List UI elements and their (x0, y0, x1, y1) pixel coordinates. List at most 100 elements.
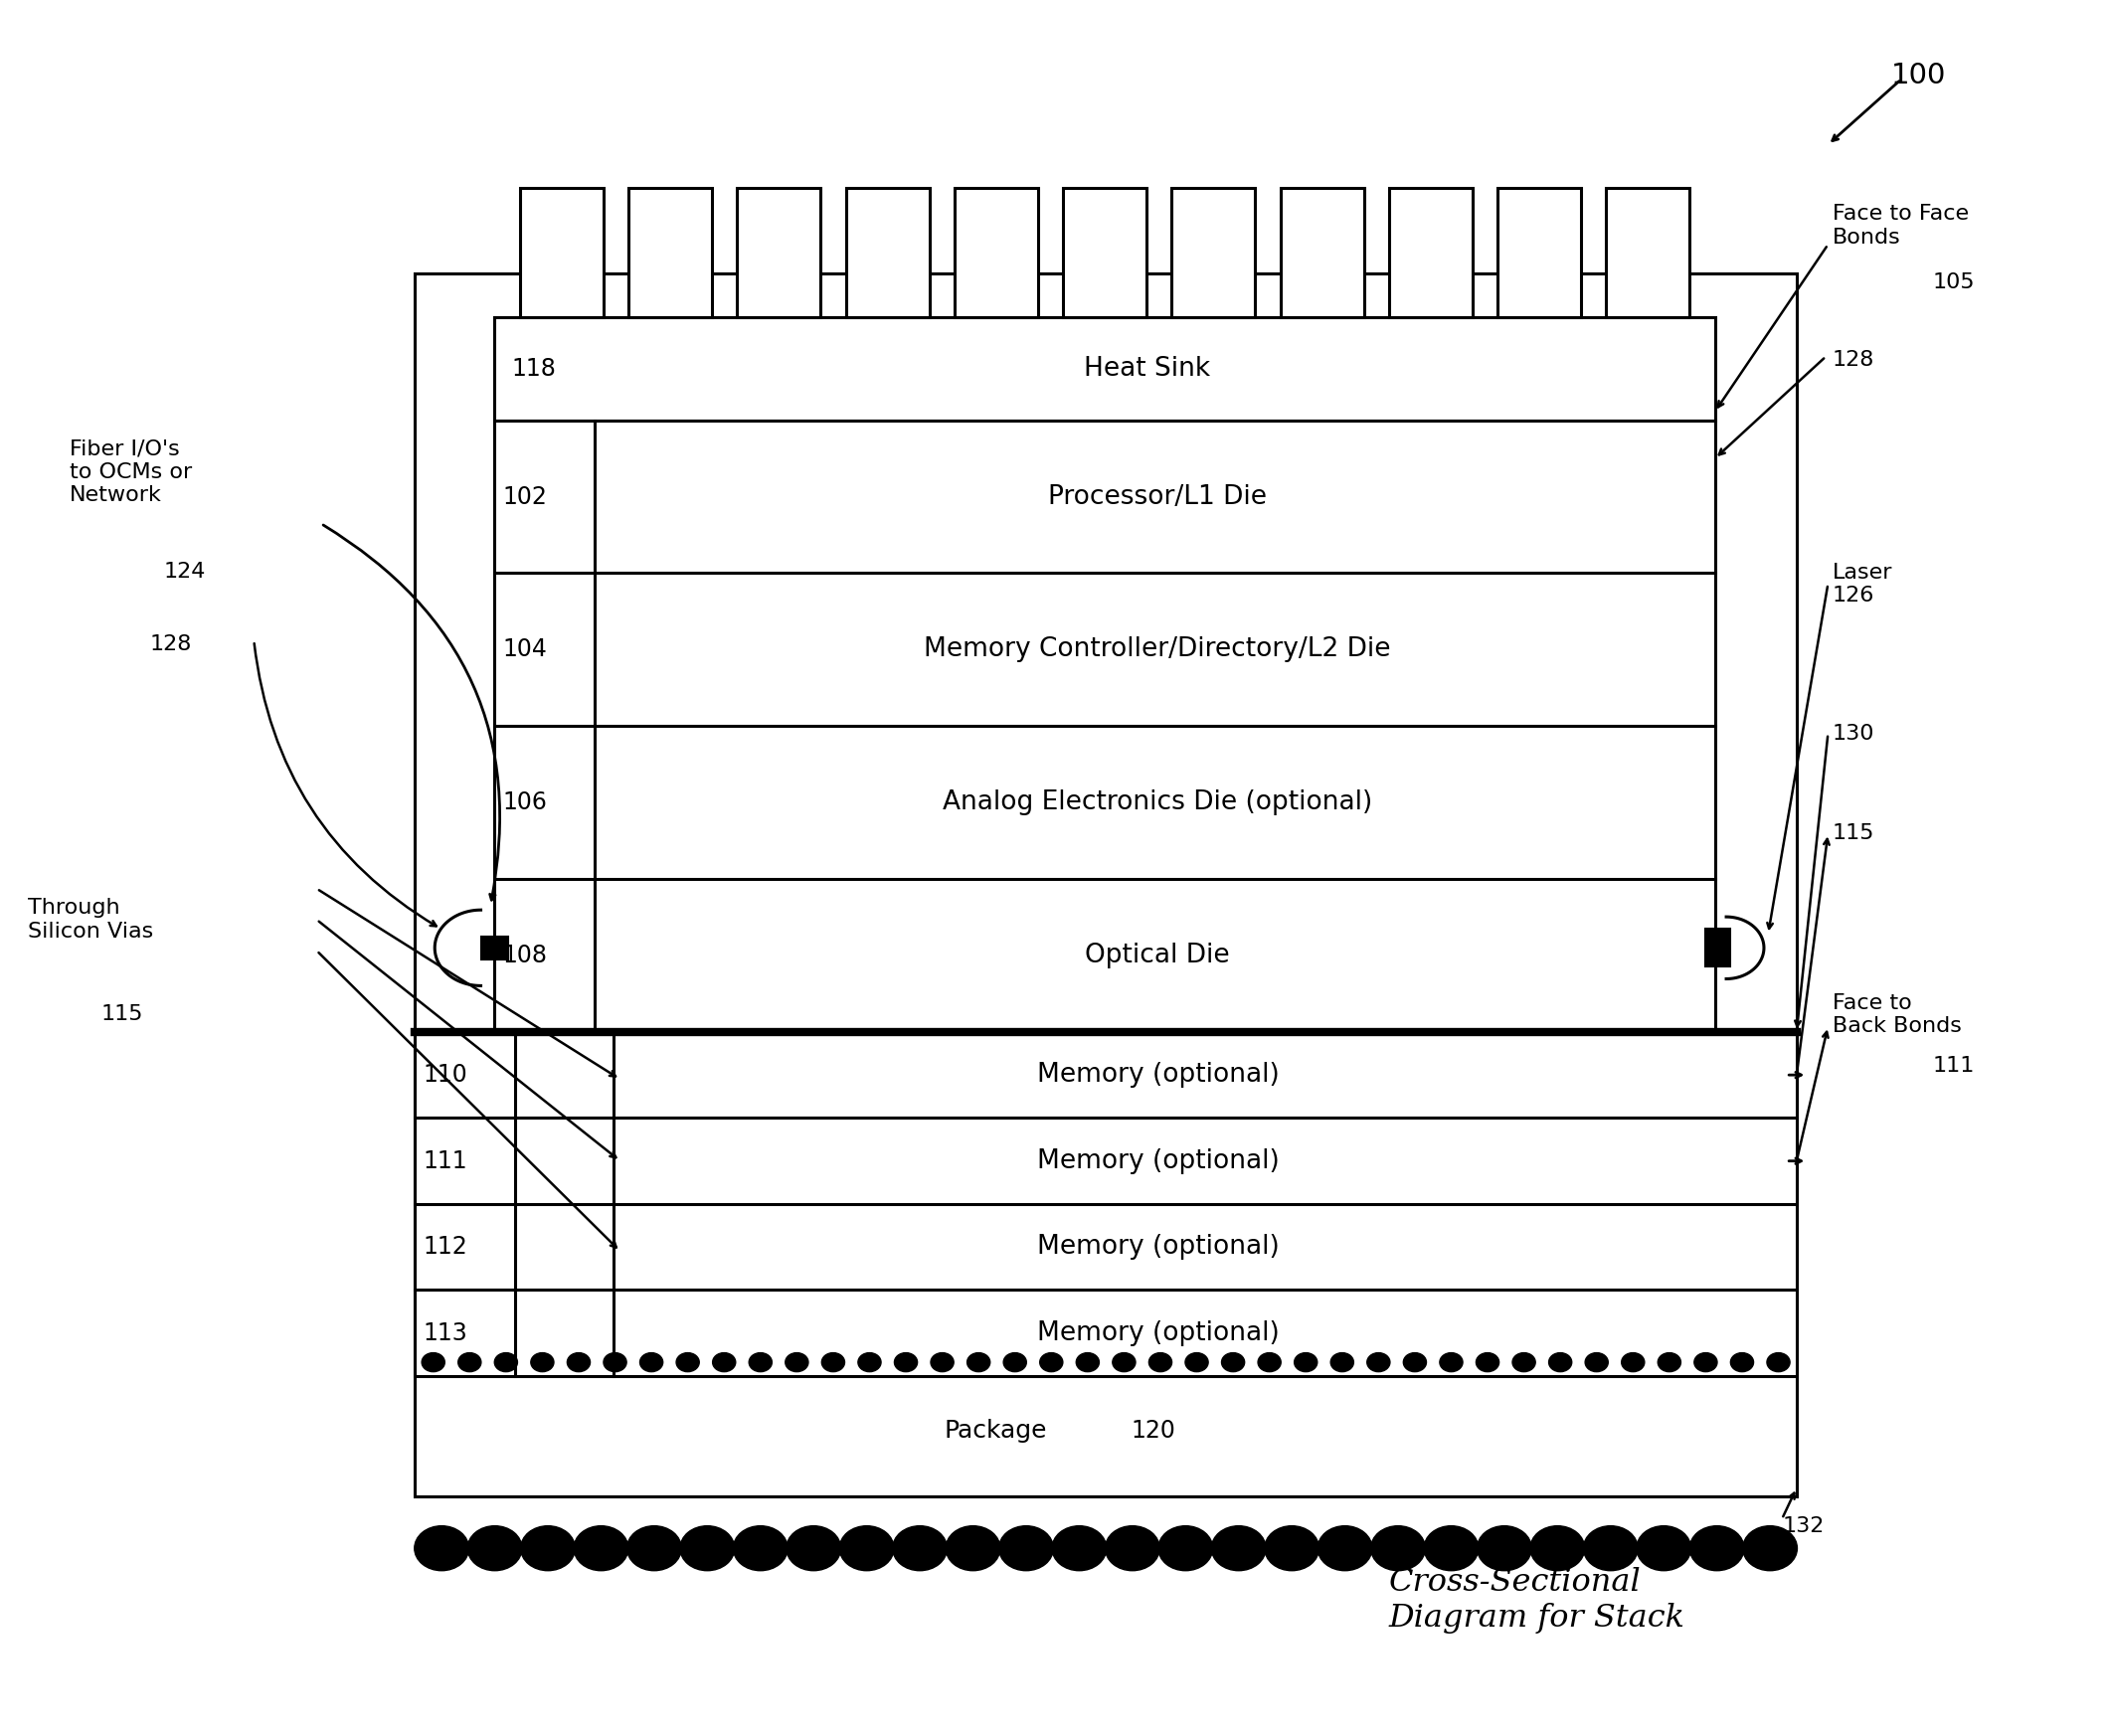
Bar (520, 187, 603, 318)
Circle shape (531, 1352, 554, 1371)
Circle shape (415, 1526, 470, 1571)
Text: 104: 104 (504, 637, 548, 661)
Circle shape (893, 1526, 946, 1571)
Bar (415, 274, 1797, 1496)
Text: Memory (optional): Memory (optional) (1037, 1234, 1279, 1260)
Text: 111: 111 (1932, 1055, 1974, 1076)
Text: Face to Face
Bonds: Face to Face Bonds (1833, 205, 1968, 247)
Text: 115: 115 (101, 1005, 143, 1024)
Circle shape (1513, 1352, 1536, 1371)
Bar (1705, 929, 1730, 967)
Bar (495, 318, 1715, 420)
Circle shape (858, 1352, 881, 1371)
Circle shape (712, 1352, 735, 1371)
Text: 111: 111 (424, 1149, 468, 1174)
Bar (1064, 187, 1146, 318)
Circle shape (931, 1352, 954, 1371)
Circle shape (1694, 1352, 1717, 1371)
Circle shape (893, 1352, 917, 1371)
Circle shape (1222, 1352, 1245, 1371)
Circle shape (495, 1352, 518, 1371)
Circle shape (999, 1526, 1054, 1571)
Circle shape (1582, 1526, 1637, 1571)
Circle shape (1637, 1526, 1692, 1571)
Text: Memory Controller/Directory/L2 Die: Memory Controller/Directory/L2 Die (923, 637, 1391, 663)
Circle shape (468, 1526, 523, 1571)
Text: 110: 110 (424, 1062, 468, 1087)
Circle shape (1367, 1352, 1391, 1371)
Bar (1171, 187, 1256, 318)
Text: 108: 108 (504, 944, 548, 967)
Circle shape (1317, 1526, 1372, 1571)
Text: 113: 113 (424, 1321, 468, 1345)
Circle shape (1332, 1352, 1353, 1371)
Circle shape (786, 1352, 809, 1371)
Bar (954, 187, 1039, 318)
Circle shape (1690, 1526, 1745, 1571)
Circle shape (1530, 1526, 1584, 1571)
Text: 102: 102 (504, 484, 548, 509)
Circle shape (1768, 1352, 1791, 1371)
Text: 115: 115 (1833, 823, 1875, 844)
Bar (628, 187, 712, 318)
Bar (1281, 187, 1363, 318)
Circle shape (1584, 1352, 1608, 1371)
Text: 130: 130 (1833, 724, 1875, 743)
Text: 105: 105 (1932, 273, 1974, 292)
Circle shape (681, 1526, 735, 1571)
Text: Cross-Sectional
Diagram for Stack: Cross-Sectional Diagram for Stack (1389, 1566, 1686, 1634)
Text: Optical Die: Optical Die (1085, 943, 1230, 969)
Text: 100: 100 (1890, 62, 1947, 90)
Circle shape (1264, 1526, 1319, 1571)
Text: Laser
126: Laser 126 (1833, 562, 1892, 606)
Bar (737, 187, 820, 318)
Bar (1606, 187, 1690, 318)
Circle shape (1372, 1526, 1424, 1571)
Circle shape (676, 1352, 700, 1371)
Text: Heat Sink: Heat Sink (1083, 356, 1209, 382)
Text: 124: 124 (164, 562, 206, 582)
Text: 128: 128 (150, 634, 192, 654)
Circle shape (1077, 1352, 1100, 1371)
Text: Memory (optional): Memory (optional) (1037, 1147, 1279, 1174)
Circle shape (967, 1352, 990, 1371)
Circle shape (1159, 1526, 1214, 1571)
Circle shape (1051, 1526, 1106, 1571)
Circle shape (1039, 1352, 1062, 1371)
Circle shape (520, 1526, 575, 1571)
Circle shape (457, 1352, 480, 1371)
Circle shape (567, 1352, 590, 1371)
Circle shape (733, 1526, 788, 1571)
Text: 128: 128 (1833, 351, 1875, 370)
Text: Face to
Back Bonds: Face to Back Bonds (1833, 993, 1962, 1036)
Text: 118: 118 (512, 356, 556, 380)
Text: Memory (optional): Memory (optional) (1037, 1319, 1279, 1345)
Circle shape (839, 1526, 893, 1571)
Circle shape (573, 1526, 628, 1571)
Circle shape (641, 1352, 664, 1371)
Circle shape (1294, 1352, 1317, 1371)
Circle shape (628, 1526, 681, 1571)
Bar (845, 187, 929, 318)
Circle shape (946, 1526, 1001, 1571)
Bar (1389, 187, 1473, 318)
Text: Memory (optional): Memory (optional) (1037, 1062, 1279, 1088)
Circle shape (1477, 1352, 1498, 1371)
Circle shape (1112, 1352, 1136, 1371)
Circle shape (822, 1352, 845, 1371)
Text: Fiber I/O's
to OCMs or
Network: Fiber I/O's to OCMs or Network (70, 439, 192, 505)
Circle shape (1730, 1352, 1753, 1371)
Bar (495, 420, 1715, 1031)
Text: Analog Electronics Die (optional): Analog Electronics Die (optional) (942, 790, 1372, 816)
Text: 112: 112 (424, 1234, 468, 1259)
Circle shape (1549, 1352, 1572, 1371)
Circle shape (1212, 1526, 1266, 1571)
Circle shape (1622, 1352, 1643, 1371)
Bar (1498, 187, 1580, 318)
Circle shape (1439, 1352, 1462, 1371)
Circle shape (1477, 1526, 1532, 1571)
Text: 120: 120 (1131, 1420, 1176, 1443)
Circle shape (1106, 1526, 1159, 1571)
Text: Processor/L1 Die: Processor/L1 Die (1047, 484, 1266, 510)
Bar (480, 937, 508, 958)
